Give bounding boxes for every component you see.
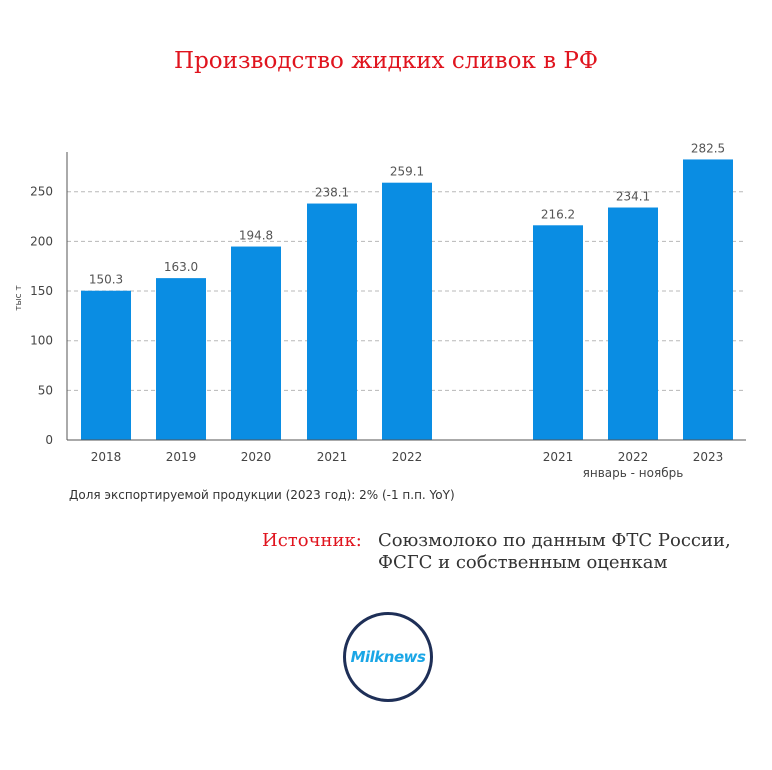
group-label: январь - ноябрь	[583, 466, 684, 480]
bar	[231, 246, 281, 440]
bar	[382, 182, 432, 440]
data-label: 150.3	[89, 273, 123, 287]
y-tick-label: 200	[30, 234, 53, 248]
bar	[533, 225, 583, 440]
x-tick-label: 2022	[618, 450, 649, 464]
y-tick-label: 250	[30, 185, 53, 199]
data-label: 194.8	[239, 229, 273, 243]
bar	[156, 278, 206, 440]
data-label: 259.1	[390, 165, 424, 179]
y-axis-label: тыс т	[14, 285, 24, 310]
y-tick-label: 150	[30, 284, 53, 298]
bar	[683, 159, 733, 440]
bar-chart: 0 50 100 150 200 250 тыс т 150.3 2018 163.0 2019 19…	[14, 141, 746, 480]
milknews-logo: Milknews	[343, 612, 433, 702]
bar	[81, 290, 131, 440]
x-tick-label: 2019	[166, 450, 197, 464]
y-tick-label: 100	[30, 334, 53, 348]
x-tick-label: 2023	[693, 450, 724, 464]
x-tick-label: 2022	[392, 450, 423, 464]
data-label: 216.2	[541, 207, 575, 221]
data-label: 238.1	[315, 186, 349, 200]
data-label: 282.5	[691, 141, 725, 155]
bar	[608, 207, 658, 440]
y-tick-label: 0	[45, 433, 53, 447]
data-label: 163.0	[164, 260, 198, 274]
data-label: 234.1	[616, 190, 650, 204]
x-tick-label: 2021	[317, 450, 348, 464]
source-text: Союзмолоко по данным ФТС России, ФСГС и …	[378, 530, 731, 573]
x-tick-label: 2021	[543, 450, 574, 464]
source-label: Источник:	[262, 530, 362, 551]
bar	[307, 203, 357, 440]
chart-title: Производство жидких сливок в РФ	[174, 48, 598, 74]
logo-text: Milknews	[350, 648, 426, 666]
x-tick-label: 2018	[91, 450, 122, 464]
export-share-note: Доля экспортируемой продукции (2023 год)…	[69, 488, 455, 502]
y-tick-label: 50	[38, 383, 53, 397]
x-tick-label: 2020	[241, 450, 272, 464]
